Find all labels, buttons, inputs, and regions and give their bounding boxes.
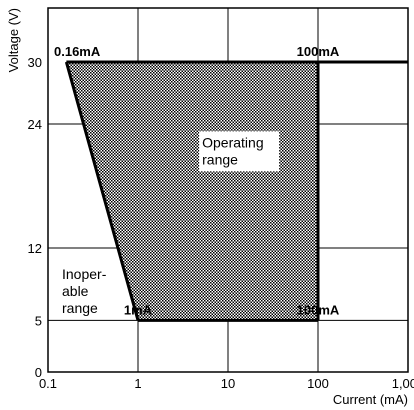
x-tick-label: 1,000 — [392, 376, 414, 391]
x-tick-label: 0.1 — [39, 376, 57, 391]
y-tick-label: 0 — [35, 365, 42, 380]
annotation-label: 0.16mA — [54, 44, 101, 59]
y-tick-label: 30 — [28, 55, 42, 70]
x-axis-title: Current (mA) — [333, 392, 408, 407]
plot-frame — [47, 7, 409, 373]
y-tick-label: 12 — [28, 241, 42, 256]
x-tick-label: 100 — [307, 376, 329, 391]
operating-range-label-line2: range — [202, 151, 238, 167]
annotation-label: 100mA — [297, 302, 340, 317]
inoperable-range-label-line1: Inoper- — [62, 266, 107, 282]
operating-range-label-box — [199, 131, 280, 172]
inoperable-range-label-line3: range — [62, 300, 98, 316]
y-tick-label: 5 — [35, 313, 42, 328]
point-annotations: 0.16mA 100mA 1mA 100mA — [54, 44, 340, 317]
annotation-label: 100mA — [297, 44, 340, 59]
operating-region-outline — [64, 61, 320, 322]
operating-region — [66, 62, 319, 321]
y-axis-title: Voltage (V) — [6, 8, 21, 72]
x-tick-label: 1 — [134, 376, 141, 391]
operating-range-label-line1: Operating — [202, 134, 263, 150]
x-tick-label: 10 — [221, 376, 235, 391]
region-slanted-edge — [64, 61, 140, 321]
inoperable-range-label-line2: able — [62, 283, 89, 299]
annotation-label: 1mA — [124, 302, 153, 317]
y-tick-label: 24 — [28, 117, 42, 132]
tick-labels: 0.1 1 10 100 1,000 0 5 12 24 30 — [28, 55, 414, 391]
